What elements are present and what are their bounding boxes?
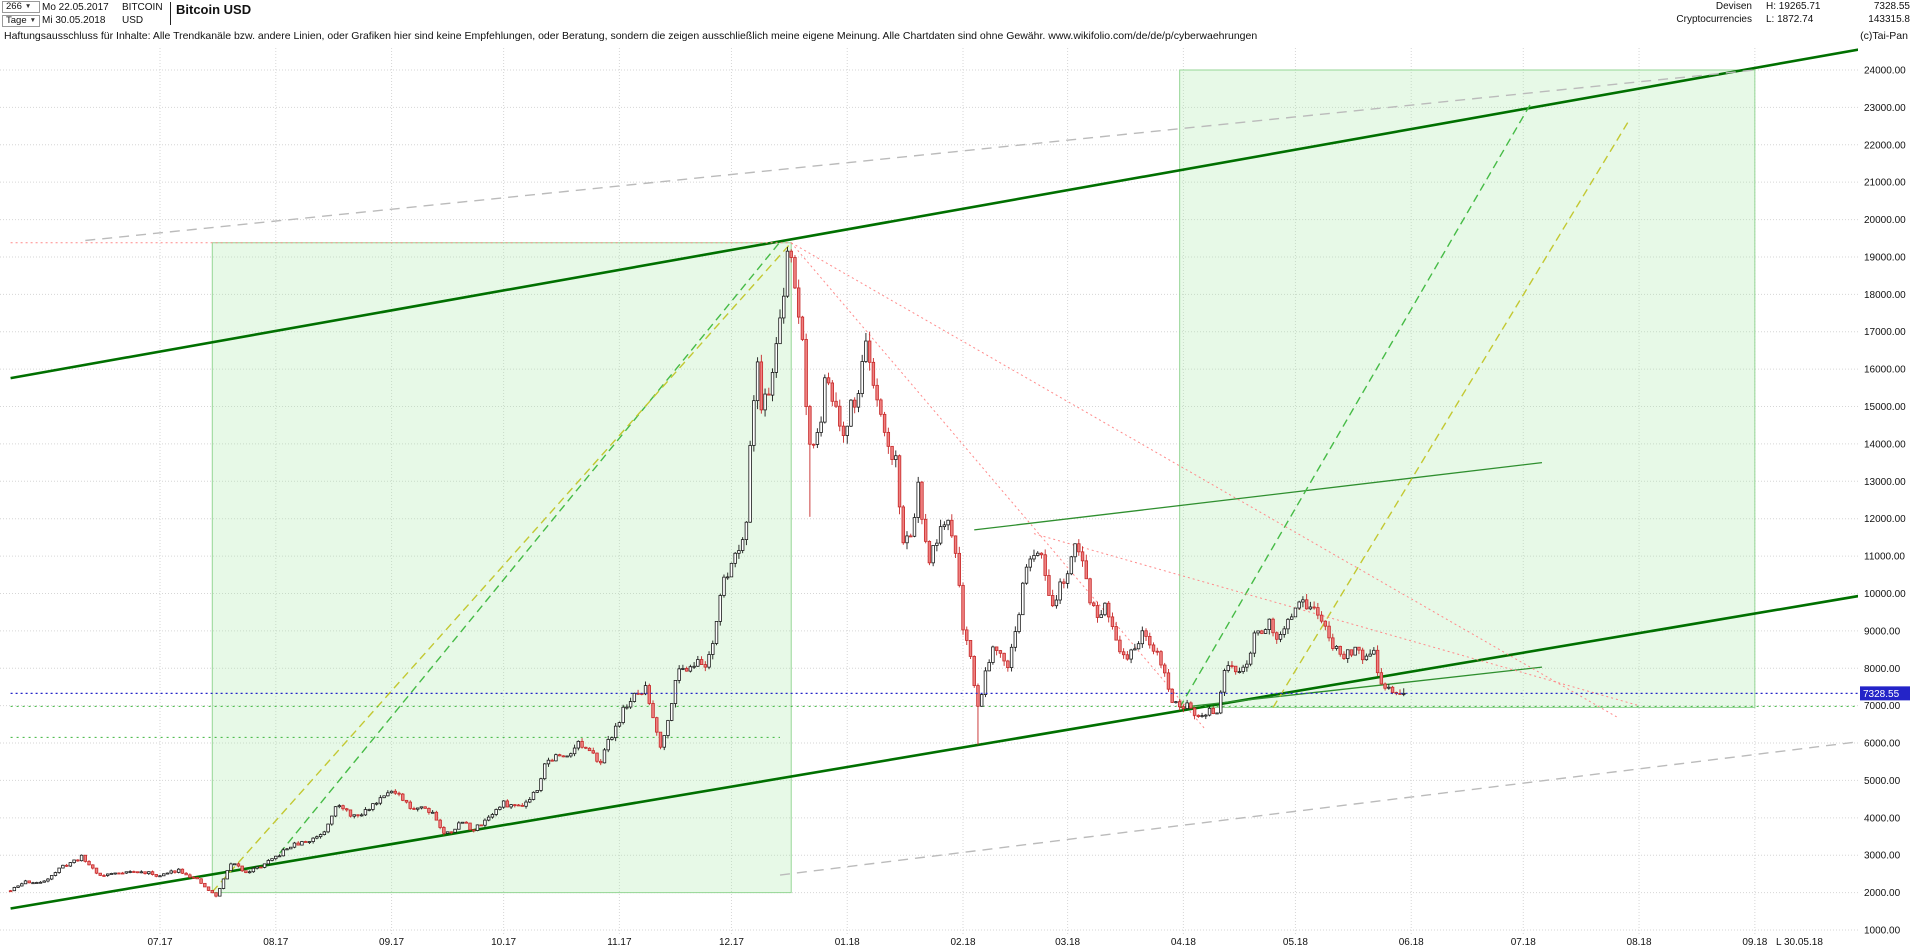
svg-text:19000.00: 19000.00: [1864, 252, 1906, 263]
category-line2: Cryptocurrencies: [1676, 14, 1752, 25]
svg-text:7328.55: 7328.55: [1863, 689, 1900, 700]
chart-controls: 266 ▼ Tage ▼: [2, 1, 41, 27]
svg-text:07.18: 07.18: [1511, 937, 1536, 948]
symbol-block: BITCOIN USD: [122, 2, 163, 27]
last-bar-date-label: L 30.05.18: [1776, 937, 1823, 948]
svg-text:07.17: 07.17: [147, 937, 172, 948]
price-volume-block: 7328.55 143315.8: [1854, 1, 1910, 26]
svg-text:15000.00: 15000.00: [1864, 402, 1906, 413]
chevron-down-icon: ▼: [24, 2, 32, 10]
svg-text:06.18: 06.18: [1399, 937, 1424, 948]
header-divider: [170, 2, 171, 25]
disclaimer-row: Haftungsausschluss für Inhalte: Alle Tre…: [4, 30, 1908, 42]
symbol-label: BITCOIN: [122, 2, 163, 13]
svg-text:21000.00: 21000.00: [1864, 178, 1906, 189]
category-line1: Devisen: [1715, 1, 1752, 12]
date-range: Mo 22.05.2017 Mi 30.05.2018: [42, 2, 109, 27]
svg-text:23000.00: 23000.00: [1864, 103, 1906, 114]
symbol-currency-label: USD: [122, 15, 144, 26]
svg-text:17000.00: 17000.00: [1864, 327, 1906, 338]
svg-text:11.17: 11.17: [607, 937, 632, 948]
timeframe-select[interactable]: Tage ▼: [2, 15, 41, 27]
svg-text:7000.00: 7000.00: [1864, 701, 1901, 712]
svg-text:10000.00: 10000.00: [1864, 589, 1906, 600]
svg-text:08.18: 08.18: [1627, 937, 1652, 948]
triangle-lower-line: [1179, 666, 1543, 709]
svg-text:5000.00: 5000.00: [1864, 776, 1901, 787]
svg-text:04.18: 04.18: [1171, 937, 1196, 948]
gray-channel-upper: [85, 69, 1755, 242]
svg-text:4000.00: 4000.00: [1864, 813, 1901, 824]
period-low-value: L: 1872.74: [1766, 14, 1814, 25]
svg-text:14000.00: 14000.00: [1864, 439, 1906, 450]
high-low-block: H: 19265.71 L: 1872.74: [1766, 1, 1840, 26]
descending-red-2: [790, 242, 1207, 731]
svg-text:02.18: 02.18: [951, 937, 976, 948]
gray-channel-lower: [779, 741, 1858, 876]
bars-count-value: 266: [6, 1, 22, 13]
triangle-upper-line: [974, 461, 1543, 531]
upper-channel-line: [10, 48, 1858, 380]
disclaimer-text: Haftungsausschluss für Inhalte: Alle Tre…: [4, 30, 1257, 42]
svg-text:12000.00: 12000.00: [1864, 514, 1906, 525]
projection-box-2: [1179, 69, 1756, 709]
y-axis-labels: 1000.00 2000.00 3000.00 4000.00 5000.00 6000.…: [1864, 66, 1906, 937]
bars-count-select[interactable]: 266 ▼: [2, 1, 41, 13]
svg-text:13000.00: 13000.00: [1864, 477, 1906, 488]
trend-lines: [10, 48, 1858, 910]
descending-red-1: [790, 242, 1617, 718]
svg-text:09.17: 09.17: [379, 937, 404, 948]
svg-text:9000.00: 9000.00: [1864, 626, 1901, 637]
projection-boxes: [211, 69, 1756, 894]
software-credit: (c)Tai-Pan: [1860, 30, 1908, 42]
svg-text:05.18: 05.18: [1283, 937, 1308, 948]
svg-text:2000.00: 2000.00: [1864, 888, 1901, 899]
category-block: Devisen Cryptocurrencies: [1660, 1, 1752, 26]
volume-value: 143315.8: [1868, 14, 1910, 25]
svg-text:11000.00: 11000.00: [1864, 552, 1905, 563]
last-price-value: 7328.55: [1873, 1, 1910, 12]
chart-header: 266 ▼ Tage ▼ Mo 22.05.2017 Mi 30.05.2018…: [0, 0, 1912, 28]
grid: [0, 48, 1858, 934]
candles: [8, 247, 1406, 898]
svg-text:01.18: 01.18: [835, 937, 860, 948]
timeframe-value: Tage: [6, 15, 27, 27]
svg-text:12.17: 12.17: [719, 937, 744, 948]
header-right: Devisen Cryptocurrencies H: 19265.71 L: …: [1660, 1, 1910, 26]
chevron-down-icon: ▼: [29, 16, 37, 24]
svg-text:6000.00: 6000.00: [1864, 739, 1901, 750]
disclaimer-url: www.wikifolio.com/de/de/p/cyberwaehrunge…: [1048, 30, 1258, 42]
instrument-title: Bitcoin USD: [176, 2, 252, 17]
svg-text:24000.00: 24000.00: [1864, 66, 1906, 77]
date-from-field[interactable]: Mo 22.05.2017: [42, 2, 109, 13]
lower-channel-line: [10, 594, 1858, 910]
x-axis-labels: 07.17 08.17 09.17 10.17 11.17 12.17 01.18 02.18…: [147, 937, 1823, 948]
svg-text:03.18: 03.18: [1055, 937, 1080, 948]
svg-text:08.17: 08.17: [263, 937, 288, 948]
svg-text:8000.00: 8000.00: [1864, 664, 1901, 675]
svg-text:18000.00: 18000.00: [1864, 290, 1906, 301]
svg-text:16000.00: 16000.00: [1864, 365, 1906, 376]
svg-text:22000.00: 22000.00: [1864, 140, 1906, 151]
date-to-field[interactable]: Mi 30.05.2018: [42, 15, 106, 26]
projection-yellow-dashed-1: [211, 242, 792, 893]
svg-text:3000.00: 3000.00: [1864, 851, 1901, 862]
current-price-tag: 7328.55: [1860, 686, 1910, 701]
svg-text:1000.00: 1000.00: [1864, 926, 1901, 937]
disclaimer-body: Haftungsausschluss für Inhalte: Alle Tre…: [4, 30, 1046, 42]
projection-yellow-dashed-2: [1272, 121, 1629, 708]
projection-green-dashed-1: [278, 241, 781, 854]
period-high-value: H: 19265.71: [1766, 1, 1821, 12]
svg-text:20000.00: 20000.00: [1864, 215, 1906, 226]
svg-text:09.18: 09.18: [1742, 937, 1767, 948]
svg-text:10.17: 10.17: [491, 937, 516, 948]
